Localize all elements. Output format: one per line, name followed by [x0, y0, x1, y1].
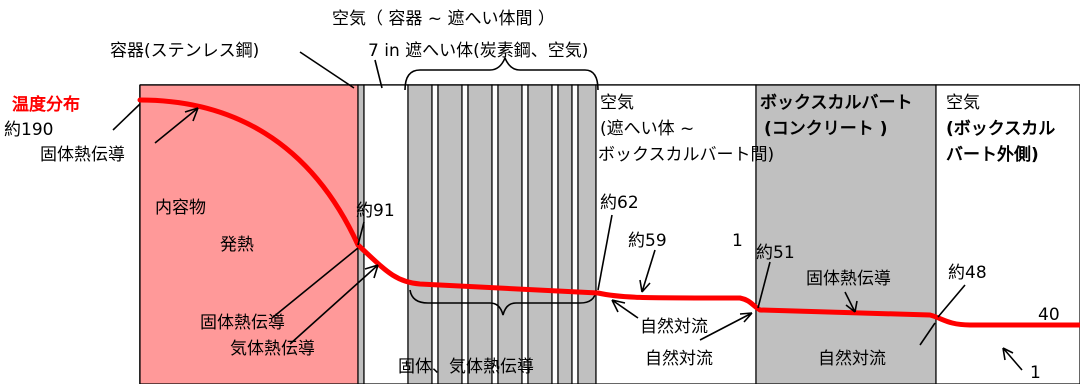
- label-num-40: 40: [1038, 305, 1060, 325]
- label-solid-conduction-top: 固体熱伝導: [40, 145, 125, 165]
- label-approx-190: 約190: [4, 120, 53, 140]
- label-approx-51: 約51: [756, 243, 795, 263]
- leader-lines: [112, 51, 1023, 371]
- shield-stripe: [557, 84, 573, 384]
- leader-solid-conduction-left: [271, 247, 359, 319]
- shield-stripe: [551, 84, 559, 384]
- leader-190: [112, 103, 141, 131]
- label-heat: 発熱: [220, 235, 254, 255]
- label-approx-62: 約62: [600, 193, 639, 213]
- leader-51: [757, 261, 771, 309]
- label-natural-conv-3: 自然対流: [818, 349, 886, 369]
- leader-container: [299, 51, 355, 89]
- label-container: 容器(ステンレス鋼): [110, 41, 259, 61]
- label-contents: 内容物: [155, 198, 206, 218]
- shield-stripe: [571, 84, 579, 384]
- label-approx-91: 約91: [356, 201, 395, 221]
- label-air-gap: 空気（ 容器 ~ 遮へい体間 ）: [332, 9, 555, 29]
- arrow-natural-conv-2: [699, 312, 753, 341]
- air-gap-shield-culvert: [595, 84, 757, 384]
- arrow-solid-conduction-top: [154, 107, 199, 144]
- label-air-mid-1: 空気: [600, 93, 634, 113]
- shield-stripe: [527, 84, 553, 384]
- diagram-title: 温度分布: [12, 94, 80, 115]
- shield-top-brace: [404, 55, 599, 91]
- arrow-59: [639, 249, 656, 293]
- shield-stripes: [407, 84, 597, 384]
- label-num-1-bottom: 1: [1030, 363, 1041, 383]
- shield-stripe: [497, 84, 523, 384]
- shield-stripe: [467, 84, 493, 384]
- shield-stripe: [491, 84, 499, 384]
- label-air-mid-2: (遮へい体 ~: [600, 119, 694, 139]
- arrow-natural-conv-1: [611, 299, 639, 319]
- label-air-mid-3: ボックスカルバート間): [598, 145, 774, 165]
- label-natural-conv-2: 自然対流: [645, 349, 713, 369]
- leader-air-gap: [374, 59, 383, 89]
- shield-stripe: [521, 84, 529, 384]
- label-shield-conduction: 固体、気体熱伝導: [398, 357, 534, 377]
- shield-stripe: [461, 84, 469, 384]
- shield-bottom-brace: [409, 289, 597, 316]
- label-num-1-top: 1: [732, 231, 743, 251]
- arrow-gas-conduction-left: [289, 264, 379, 345]
- shield-stripe: [437, 84, 463, 384]
- label-air-out-3: バート外側): [946, 144, 1039, 165]
- label-culvert-1: ボックスカルバート: [760, 93, 913, 113]
- contents-region: [139, 84, 359, 384]
- box-culvert: [755, 84, 937, 384]
- leader-natural-conv-3: [919, 322, 936, 346]
- label-solid-conduction-left: 固体熱伝導: [200, 313, 285, 333]
- outside-air: [935, 84, 1080, 384]
- leader-91: [357, 221, 365, 246]
- label-air-out-2: (ボックスカル: [946, 119, 1055, 139]
- leader-62: [597, 214, 613, 291]
- shield-stripe: [431, 84, 439, 384]
- label-approx-48: 約48: [948, 263, 987, 283]
- label-natural-conv-1: 自然対流: [640, 317, 708, 337]
- label-solid-conduction-right: 固体熱伝導: [806, 269, 891, 289]
- label-shield: 7 in 遮へい体(炭素鋼、空気): [368, 41, 588, 61]
- label-gas-conduction-left: 気体熱伝導: [230, 339, 315, 359]
- arrow-solid-conduction-right: [844, 291, 858, 313]
- air-gap-container-shield: [363, 84, 409, 384]
- label-culvert-2: (コンクリート ): [764, 119, 887, 139]
- shield-stripe: [407, 84, 433, 384]
- label-air-out-1: 空気: [946, 93, 980, 113]
- shield-stripe: [577, 84, 597, 384]
- leader-48: [937, 284, 966, 318]
- label-approx-59: 約59: [628, 231, 667, 251]
- arrow-bottom-1: [1002, 347, 1023, 371]
- temperature-curve: [137, 97, 1080, 328]
